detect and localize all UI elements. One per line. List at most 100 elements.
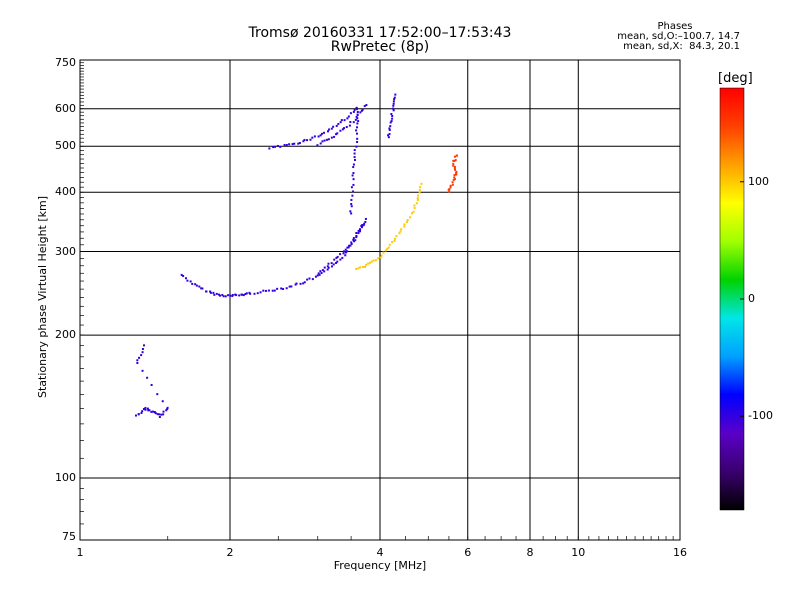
echo-point [291, 143, 294, 146]
echo-point [201, 287, 204, 290]
echo-point [317, 135, 320, 138]
echo-point [241, 293, 244, 296]
echo-point [358, 230, 361, 233]
echo-point [222, 295, 225, 298]
echo-points-layer [134, 93, 458, 418]
x-tick-label: 6 [464, 546, 472, 559]
echo-point [346, 250, 349, 253]
echo-point [405, 220, 408, 223]
echo-point [454, 159, 457, 162]
y-tick-label: 500 [55, 139, 76, 153]
echo-point [330, 136, 333, 139]
echo-point [319, 270, 322, 273]
echo-point [453, 178, 456, 181]
echo-point [449, 186, 452, 189]
echo-point [418, 191, 421, 194]
echo-point [453, 155, 456, 158]
echo-point [327, 262, 330, 265]
echo-point [359, 111, 362, 114]
echo-point [448, 188, 451, 191]
echo-point [268, 147, 271, 150]
echo-point [365, 104, 368, 107]
chart-title: Tromsø 20160331 17:52:00–17:53:43 [248, 25, 512, 41]
echo-point [362, 265, 365, 268]
echo-point [156, 413, 159, 416]
echo-point [455, 173, 458, 176]
colorbar-unit: [deg] [718, 71, 753, 86]
echo-point [363, 105, 366, 108]
echo-point [313, 135, 316, 138]
echo-point [339, 129, 342, 132]
echo-point [316, 144, 319, 147]
echo-point [274, 145, 277, 148]
phase-statistics: Phases mean, sd,O:–100.7, 14.7 mean, sd,… [610, 22, 740, 52]
echo-point [306, 139, 309, 142]
echo-point [319, 134, 322, 137]
echo-point [341, 128, 344, 131]
echo-point [352, 163, 355, 166]
echo-point [316, 274, 319, 277]
echo-point [298, 141, 301, 144]
echo-point [359, 266, 362, 269]
echo-point [283, 144, 286, 147]
echo-point [229, 294, 232, 297]
echo-point [344, 251, 347, 254]
echo-point [354, 158, 357, 161]
echo-point [330, 127, 333, 130]
echo-point [189, 280, 192, 283]
echo-point [356, 126, 359, 129]
echo-point [309, 138, 312, 141]
echo-point [372, 259, 375, 262]
echo-point [326, 268, 329, 271]
echo-point [342, 250, 345, 253]
echo-point [303, 281, 306, 284]
echo-point [395, 235, 398, 238]
echo-point [264, 289, 267, 292]
echo-point [195, 284, 198, 287]
echo-point [455, 170, 458, 173]
echo-point [362, 224, 365, 227]
echo-point [308, 277, 311, 280]
echo-point [355, 106, 358, 109]
echo-point [335, 262, 338, 265]
echo-point [327, 138, 330, 141]
echo-point [356, 110, 359, 113]
echo-point [351, 194, 354, 197]
echo-point [388, 133, 391, 136]
echo-point [314, 275, 317, 278]
echo-point [370, 260, 373, 263]
echo-point [330, 265, 333, 268]
echo-point [417, 194, 420, 197]
echo-point [392, 109, 395, 112]
echo-point [403, 225, 406, 228]
echo-point [209, 290, 212, 293]
echo-point [350, 212, 353, 215]
echo-point [336, 260, 339, 263]
echo-point [144, 408, 147, 411]
echo-point [256, 292, 259, 295]
echo-point [340, 119, 343, 122]
echo-point [452, 178, 455, 181]
echo-point [347, 246, 350, 249]
echo-point [231, 293, 234, 296]
echo-point [144, 406, 147, 409]
echo-point [393, 237, 396, 240]
echo-point [452, 162, 455, 165]
echo-point [194, 283, 197, 286]
echo-point [413, 204, 416, 207]
echo-point [391, 115, 394, 118]
echo-point [276, 287, 279, 290]
echo-point [351, 174, 354, 177]
echo-point [215, 292, 218, 295]
echo-point [346, 117, 349, 120]
echo-point [453, 167, 456, 170]
echo-point [136, 359, 139, 362]
echo-point [142, 344, 145, 347]
echo-point [369, 261, 372, 264]
echo-point [449, 184, 452, 187]
echo-point [262, 289, 265, 292]
echo-point [322, 131, 325, 134]
echo-point [392, 104, 395, 107]
echo-point [357, 267, 360, 270]
echo-point [388, 127, 391, 130]
